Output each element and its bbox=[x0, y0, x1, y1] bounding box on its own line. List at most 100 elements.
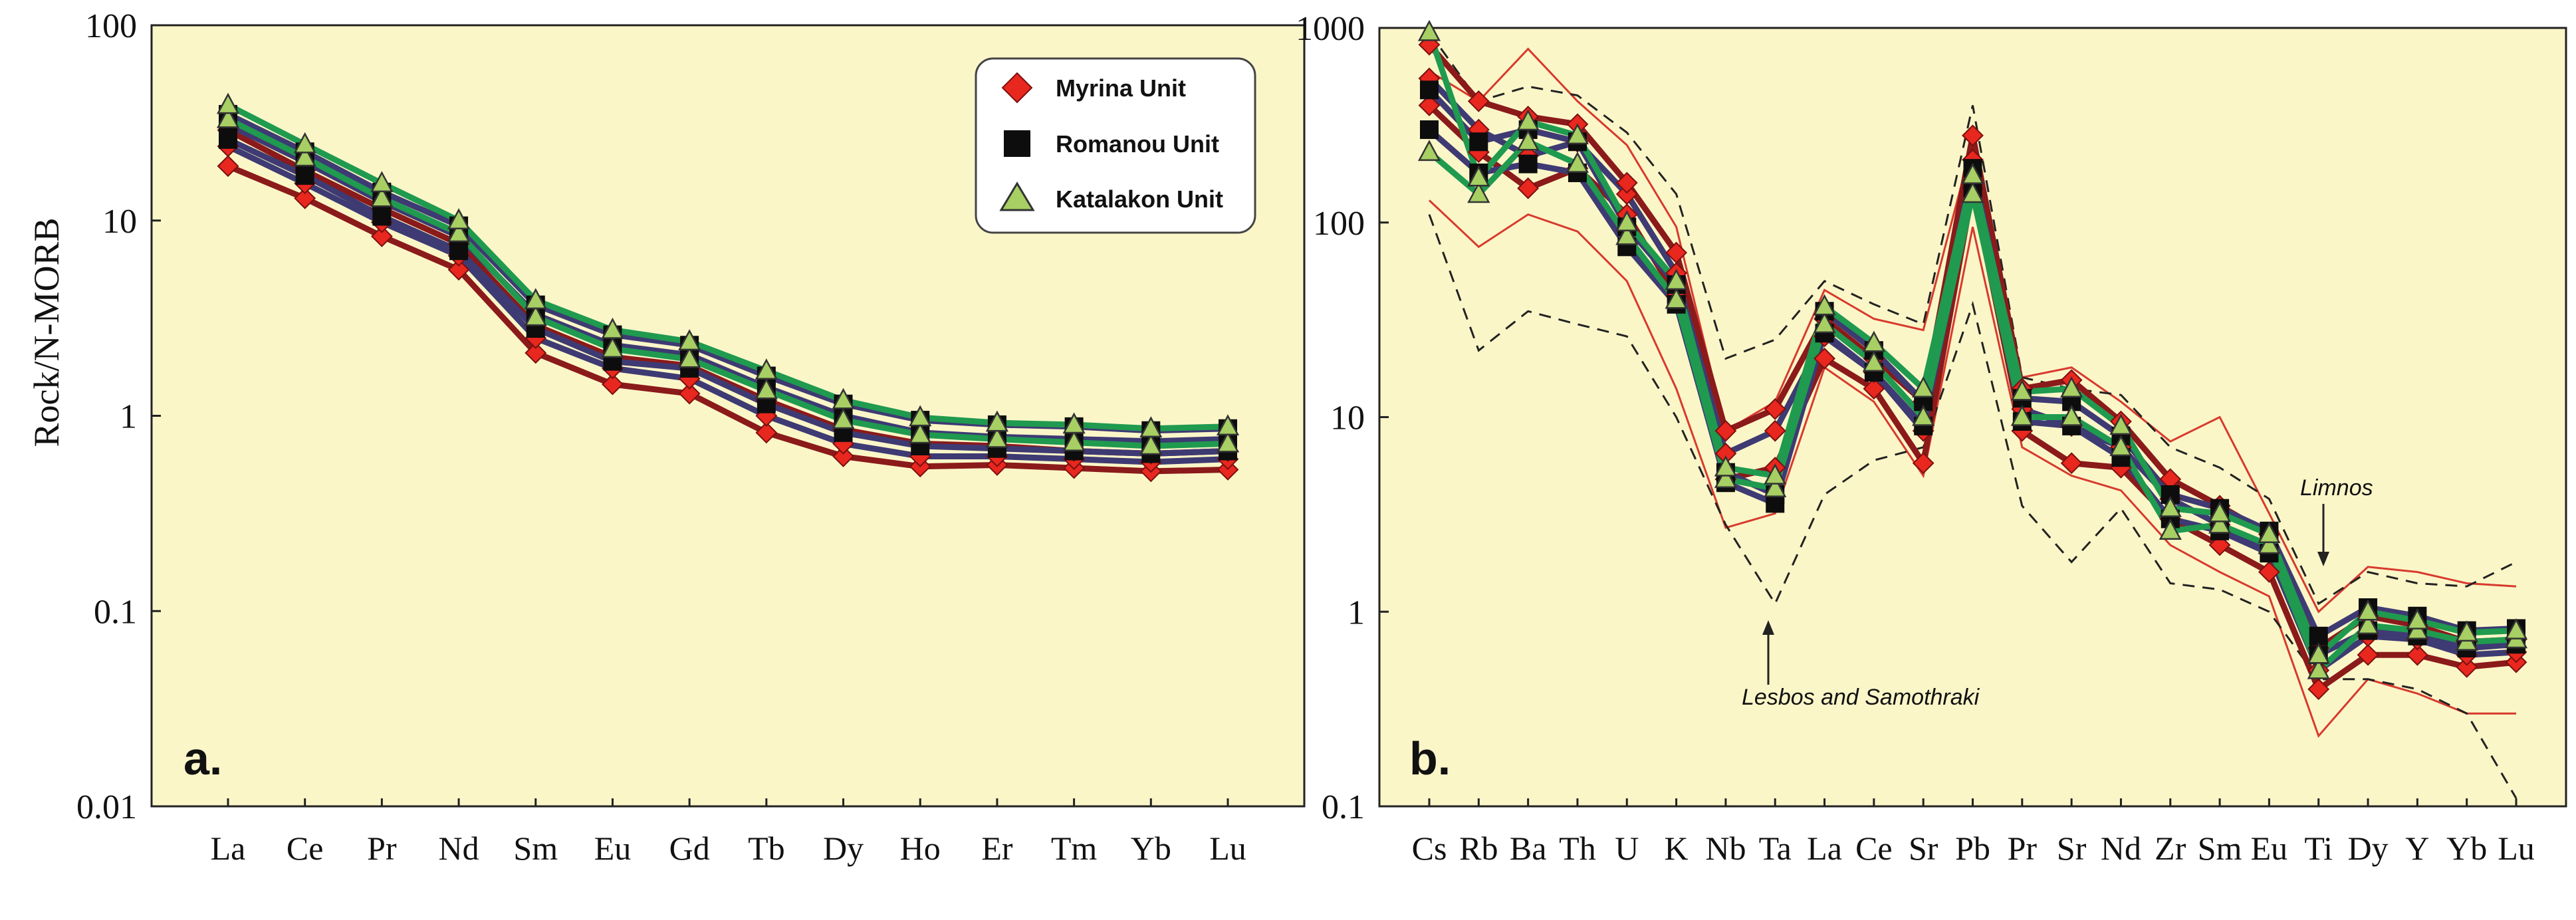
a-point-katalakon bbox=[447, 208, 471, 229]
b-point-myrina bbox=[1912, 452, 1934, 475]
legend-marker-myrina-diamond bbox=[1001, 72, 1033, 104]
b-point-myrina bbox=[2258, 561, 2280, 583]
a-point-myrina bbox=[678, 382, 701, 405]
b-point-myrina bbox=[1814, 347, 1835, 370]
a-x-tick-label-ce: Ce bbox=[287, 830, 324, 867]
b-point-katalakon bbox=[2307, 642, 2330, 664]
a-x-tick-label-tb: Tb bbox=[748, 830, 785, 867]
b-point-katalakon bbox=[1615, 210, 1639, 231]
a-point-myrina bbox=[832, 445, 854, 467]
legend-label-myrina: Myrina Unit bbox=[1056, 74, 1186, 102]
a-point-katalakon bbox=[755, 358, 778, 380]
b-y-tick-label: 0.1 bbox=[1322, 788, 1365, 826]
b-x-tick-label-zr: Zr bbox=[2155, 830, 2186, 867]
b-point-myrina bbox=[1764, 419, 1786, 442]
a-point-katalakon bbox=[216, 106, 240, 128]
envelope-limnos-lower bbox=[1428, 199, 2516, 739]
b-point-myrina bbox=[2357, 643, 2379, 666]
a-point-katalakon bbox=[447, 221, 471, 243]
legend: Myrina Unit Romanou Unit Katalakon Unit bbox=[975, 57, 1256, 234]
annotation-limnos-arrowhead bbox=[2317, 552, 2329, 566]
b-point-katalakon bbox=[2109, 435, 2133, 457]
b-point-myrina bbox=[1863, 378, 1885, 400]
a-point-katalakon bbox=[524, 288, 547, 310]
a-point-katalakon bbox=[1062, 430, 1086, 451]
a-x-tick-label-ho: Ho bbox=[900, 830, 941, 867]
b-point-katalakon bbox=[2010, 379, 2034, 401]
a-point-katalakon bbox=[1216, 431, 1240, 453]
a-point-myrina bbox=[602, 373, 624, 396]
envelope-lesbos-and-samothraki-lower bbox=[1428, 214, 2517, 799]
annotation-limnos: Limnos bbox=[2300, 475, 2373, 501]
b-point-katalakon bbox=[1516, 129, 1540, 151]
b-point-myrina bbox=[1764, 398, 1786, 420]
b-point-katalakon bbox=[1862, 330, 1885, 352]
b-point-katalakon bbox=[1417, 19, 1441, 41]
a-y-tick-label: 0.01 bbox=[76, 788, 137, 826]
a-x-tick-label-er: Er bbox=[981, 830, 1013, 867]
legend-marker-romanou-square bbox=[1004, 130, 1030, 157]
b-point-katalakon bbox=[2208, 501, 2232, 522]
b-point-katalakon bbox=[1467, 165, 1490, 187]
b-point-katalakon bbox=[1516, 109, 1540, 131]
a-x-tick-label-eu: Eu bbox=[594, 830, 632, 867]
b-point-katalakon bbox=[1764, 463, 1787, 485]
a-point-katalakon bbox=[755, 378, 778, 400]
b-point-katalakon bbox=[1566, 123, 1589, 145]
b-point-katalakon bbox=[1764, 476, 1787, 498]
b-point-katalakon bbox=[1566, 151, 1589, 173]
a-y-tick-label: 10 bbox=[102, 203, 137, 241]
b-x-tick-label-nb: Nb bbox=[1705, 830, 1746, 867]
b-point-katalakon bbox=[1912, 404, 1935, 426]
a-x-tick-label-pr: Pr bbox=[367, 830, 397, 867]
b-point-katalakon bbox=[1467, 181, 1490, 203]
a-series-line-romanou bbox=[227, 136, 1229, 457]
b-x-tick-label-cs: Cs bbox=[1412, 830, 1447, 867]
a-series-line-myrina bbox=[227, 144, 1229, 465]
a-point-katalakon bbox=[216, 92, 240, 114]
b-point-katalakon bbox=[1615, 223, 1639, 245]
b-x-tick-label-la: La bbox=[1807, 830, 1842, 867]
legend-box bbox=[975, 57, 1256, 234]
b-x-tick-label-lu: Lu bbox=[2498, 830, 2535, 867]
legend-label-romanou: Romanou Unit bbox=[1056, 130, 1219, 158]
b-point-katalakon bbox=[1813, 312, 1836, 334]
b-point-katalakon bbox=[1961, 181, 1984, 203]
a-series-line-katalakon bbox=[226, 102, 1229, 432]
legend-label-katalakon: Katalakon Unit bbox=[1056, 185, 1223, 213]
b-x-tick-label-ce: Ce bbox=[1855, 830, 1893, 867]
b-x-tick-label-ti: Ti bbox=[2304, 830, 2333, 867]
b-point-katalakon bbox=[1813, 294, 1836, 316]
b-point-katalakon bbox=[2159, 518, 2182, 540]
b-x-tick-label-ba: Ba bbox=[1510, 830, 1547, 867]
a-x-tick-label-sm: Sm bbox=[513, 830, 558, 867]
b-point-myrina bbox=[2307, 678, 2330, 701]
b-point-romanou bbox=[1420, 120, 1439, 140]
a-point-myrina bbox=[525, 342, 547, 364]
a-y-tick-label: 100 bbox=[85, 7, 137, 45]
panel-b-label: b. bbox=[1409, 733, 1451, 784]
b-point-myrina bbox=[1665, 241, 1688, 264]
b-point-katalakon bbox=[1665, 287, 1688, 309]
b-point-myrina bbox=[2406, 643, 2428, 666]
b-x-tick-label-nd: Nd bbox=[2101, 830, 2141, 867]
a-point-katalakon bbox=[293, 132, 316, 154]
b-point-katalakon bbox=[1714, 455, 1737, 477]
b-point-katalakon bbox=[1714, 467, 1737, 489]
b-x-tick-label-pr: Pr bbox=[2008, 830, 2038, 867]
b-x-tick-label-sr: Sr bbox=[1909, 830, 1938, 867]
b-point-katalakon bbox=[2159, 496, 2182, 517]
a-x-tick-label-la: La bbox=[211, 830, 246, 867]
b-point-myrina bbox=[2456, 655, 2478, 678]
a-point-katalakon bbox=[909, 422, 932, 444]
b-point-myrina bbox=[1418, 94, 1441, 116]
b-point-katalakon bbox=[1862, 350, 1885, 372]
panel-a-label: a. bbox=[183, 733, 222, 784]
panel-a-chart: 0.01 0.1 1 10 100 La Ce Pr Nd Sm Eu Gd Tb Dy Ho Er Tm Yb… bbox=[27, 7, 1306, 867]
a-point-katalakon bbox=[524, 304, 547, 326]
b-y-tick-label: 1000 bbox=[1296, 10, 1365, 48]
b-point-katalakon bbox=[2060, 404, 2083, 426]
a-x-tick-label-dy: Dy bbox=[823, 830, 864, 867]
